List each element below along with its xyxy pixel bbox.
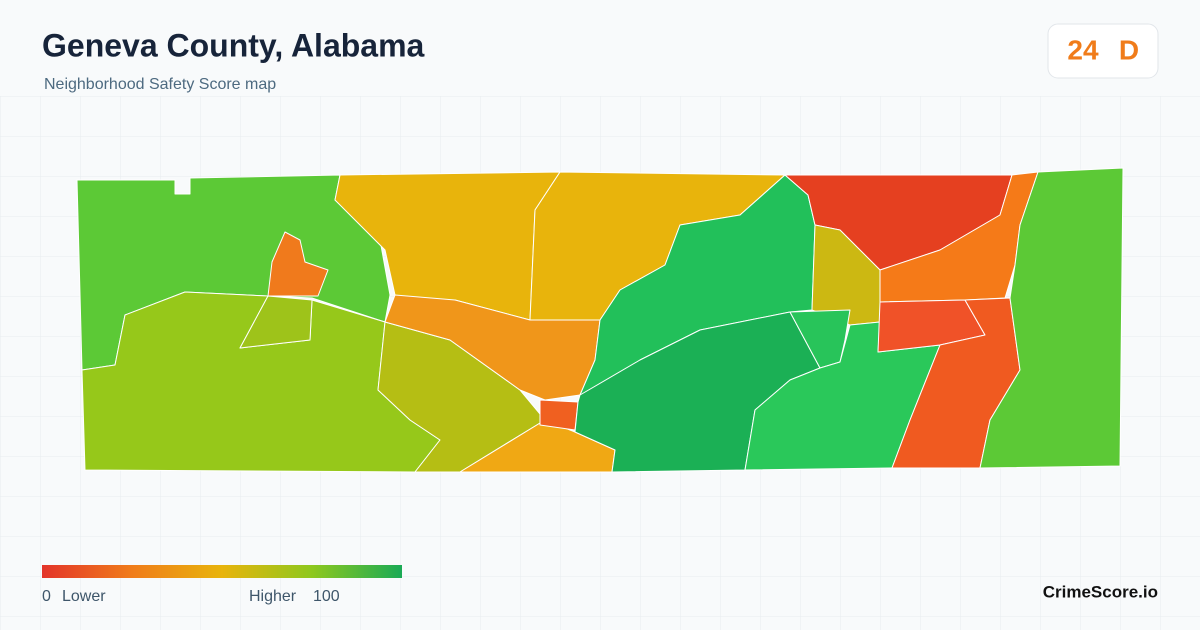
region bbox=[239, 295, 313, 349]
legend-scale bbox=[42, 565, 402, 578]
legend-min-label: Lower bbox=[62, 588, 106, 605]
county-map bbox=[76, 167, 1124, 473]
legend-max-label: Higher bbox=[249, 588, 297, 605]
score-value: 24 bbox=[1067, 34, 1099, 65]
title: Geneva County, Alabama bbox=[42, 27, 425, 63]
region bbox=[979, 167, 1124, 469]
subtitle: Neighborhood Safety Score map bbox=[44, 76, 276, 93]
header-band bbox=[0, 0, 1200, 96]
score-box bbox=[1047, 23, 1159, 79]
legend-max: 100 bbox=[313, 588, 340, 605]
legend-min: 0 bbox=[42, 588, 51, 605]
region bbox=[267, 231, 329, 297]
region bbox=[539, 399, 579, 431]
score-grade: D bbox=[1119, 34, 1139, 65]
brand: CrimeScore.io bbox=[1043, 582, 1158, 601]
